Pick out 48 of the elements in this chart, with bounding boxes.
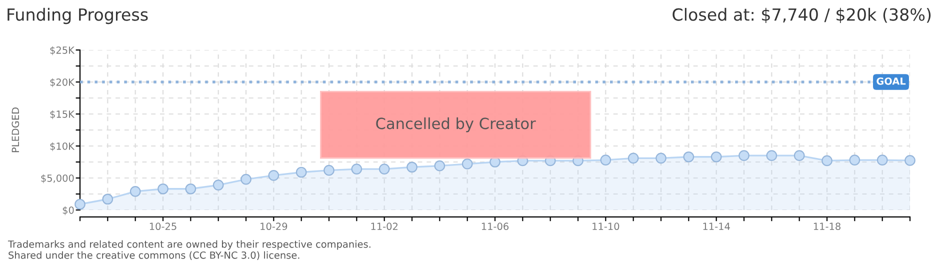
- y-tick-label: $25K: [50, 46, 75, 56]
- point: [683, 151, 694, 162]
- x-tick-label: 11-14: [703, 222, 730, 230]
- x-tick-label: 10-25: [150, 222, 176, 230]
- point: [185, 183, 196, 194]
- point: [406, 162, 418, 173]
- y-tick-label: $15K: [50, 110, 75, 120]
- text: Shared under the creative commons (CC BY-NC 3.0) license.: [8, 251, 300, 260]
- point: [240, 174, 252, 185]
- point: [462, 158, 473, 170]
- point: [822, 155, 832, 166]
- x-tick-label: 11-06: [482, 222, 509, 230]
- point: [102, 194, 114, 205]
- point: [490, 156, 500, 168]
- point: [351, 164, 362, 174]
- point: [268, 170, 280, 181]
- y-tick-label: $10K: [50, 142, 75, 152]
- point: [628, 152, 639, 164]
- x-tick-label: 11-18: [814, 222, 840, 230]
- point: [600, 154, 612, 166]
- point: [378, 164, 390, 174]
- x-tick-label: 10-29: [260, 222, 288, 230]
- point: [324, 164, 334, 176]
- point: [849, 154, 860, 166]
- point: [656, 152, 666, 164]
- point: [794, 150, 805, 162]
- point: [904, 155, 916, 166]
- y-tick-label: $5,000: [41, 174, 74, 184]
- point: [738, 150, 750, 162]
- point: [296, 166, 307, 178]
- point: [766, 150, 778, 162]
- point: [710, 151, 722, 162]
- point: [158, 183, 168, 194]
- ref-line-label: GOAL: [876, 77, 906, 85]
- text: Trademarks and related content are owned by their respective companies.: [8, 240, 370, 250]
- annotation: Cancelled by Creator: [376, 117, 536, 132]
- x-tick-label: 11-10: [592, 222, 620, 230]
- point: [212, 180, 224, 190]
- y-tick-label: $0: [62, 206, 74, 216]
- point: [876, 154, 888, 166]
- point: [434, 160, 446, 172]
- y-axis-title: PLEDGED: [12, 108, 20, 152]
- chart-title: Funding Progress: [8, 8, 148, 24]
- x-tick-label: 11-02: [371, 222, 398, 230]
- chart-subtitle: Closed at: $7,740 / $20k (38%): [672, 8, 931, 24]
- y-tick-label: $20K: [50, 78, 75, 88]
- point: [130, 186, 141, 197]
- point: [74, 198, 86, 210]
